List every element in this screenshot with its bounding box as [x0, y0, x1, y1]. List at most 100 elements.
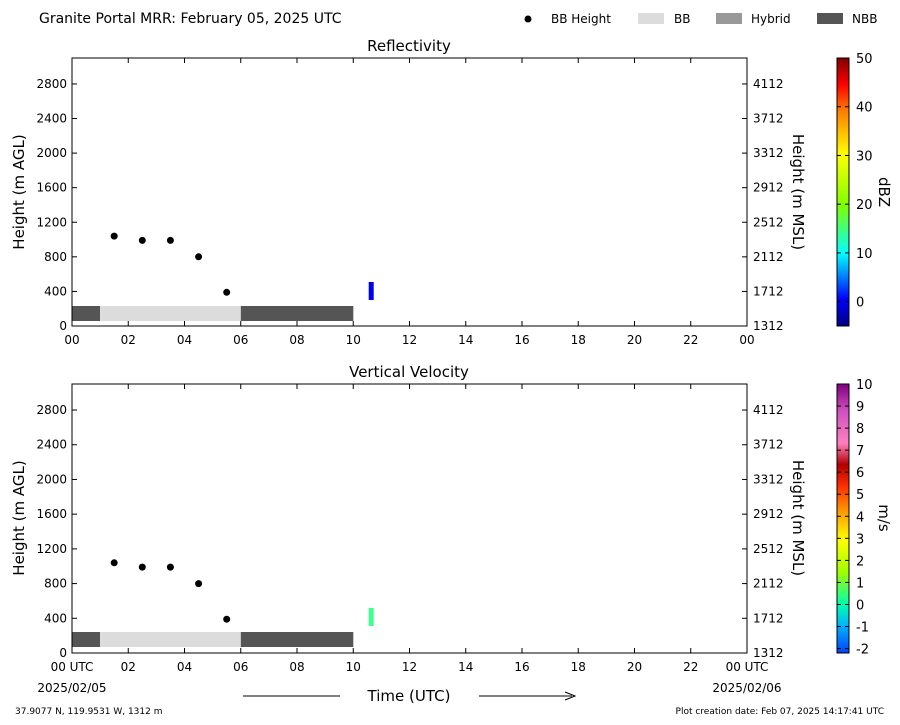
legend-label-hybrid: Hybrid: [751, 12, 791, 26]
x-tick-label-4: 08: [289, 660, 304, 674]
colorbar-tick-label-8: 2: [856, 554, 864, 569]
colorbar-tick-label-5: 5: [856, 488, 864, 503]
x-tick-label-8: 16: [514, 333, 529, 347]
vertical-velocity-bb-type-bar: [72, 632, 354, 647]
y-tick-label-5: 2000: [36, 472, 67, 486]
x-tick-label-6: 12: [402, 660, 417, 674]
y-tick-label-right-2: 2112: [753, 250, 784, 264]
bb-height-point-4: [223, 615, 231, 623]
colorbar-tick-label-10: 0: [856, 598, 864, 613]
legend-patch-bb: [638, 13, 664, 24]
reflectivity-colorbar-label: dBZ: [875, 177, 893, 207]
colorbar-tick-label-4: 6: [856, 466, 864, 481]
y-tick-label-right-3: 2512: [753, 215, 784, 229]
legend-patch-nbb: [817, 13, 843, 24]
y-tick-label-6: 2400: [36, 112, 67, 126]
bb-height-point-1: [138, 563, 146, 571]
reflectivity-ylabel: Height (m AGL): [10, 134, 28, 249]
y-tick-label-6: 2400: [36, 438, 67, 452]
y-tick-label-4: 1600: [36, 507, 67, 521]
reflectivity-colorbar-ticks: 50 40 30 20 10 0: [837, 52, 873, 311]
y-tick-label-7: 2800: [36, 403, 67, 417]
y-tick-label-7: 2800: [36, 77, 67, 91]
location-text: 37.9077 N, 119.9531 W, 1312 m: [15, 707, 163, 717]
x-tick-label-9: 18: [571, 333, 586, 347]
y-tick-label-4: 1600: [36, 181, 67, 195]
colorbar-tick-label-0: 10: [856, 378, 873, 393]
x-tick-label-12: 00: [739, 333, 754, 347]
vertical-velocity-colorbar: [836, 383, 850, 654]
x-tick-label-0: 00: [64, 333, 79, 347]
bb-height-point-1: [138, 236, 146, 244]
x-tick-label-0: 00 UTC: [51, 660, 94, 674]
creation-date-text: Plot creation date: Feb 07, 2025 14:17:4…: [676, 707, 884, 717]
x-tick-label-1: 02: [121, 660, 136, 674]
y-tick-label-right-3: 2512: [753, 542, 784, 556]
bb-height-point-3: [195, 580, 203, 588]
legend-label-bb-height: BB Height: [551, 12, 611, 26]
reflectivity-title: Reflectivity: [367, 37, 451, 55]
colorbar-tick-label-7: 3: [856, 532, 864, 547]
y-tick-label-3: 1200: [36, 542, 67, 556]
y-tick-label-right-7: 4112: [753, 403, 784, 417]
y-tick-label-2: 800: [44, 250, 67, 264]
colorbar-tick-label-3: 7: [856, 444, 864, 459]
y-tick-label-right-2: 2112: [753, 577, 784, 591]
y-tick-label-right-0: 1312: [753, 319, 784, 333]
y-tick-label-1: 400: [44, 284, 67, 298]
colorbar-tick-label-9: 1: [856, 576, 864, 591]
x-tick-label-2: 04: [177, 333, 192, 347]
vertical-velocity-plot-frame: [71, 383, 748, 654]
x-tick-label-8: 16: [514, 660, 529, 674]
y-tick-label-right-5: 3312: [753, 146, 784, 160]
x-tick-label-11: 22: [683, 660, 698, 674]
vertical-velocity-bb-height-points: [110, 559, 231, 623]
x-tick-label-3: 06: [233, 333, 248, 347]
colorbar-tick-label-4: 10: [856, 247, 873, 262]
x-tick-label-5: 10: [346, 660, 361, 674]
heatmap-cell-late: [368, 608, 374, 626]
y-tick-label-right-7: 4112: [753, 77, 784, 91]
date-start: 2025/02/05: [37, 681, 106, 695]
reflectivity-plot-frame: [71, 57, 748, 327]
reflectivity-ylabel-right: Height (m MSL): [789, 134, 807, 250]
colorbar-tick-label-11: -1: [856, 621, 869, 636]
y-tick-label-right-4: 2912: [753, 507, 784, 521]
colorbar-tick-label-3: 20: [856, 198, 873, 213]
vertical-velocity-heatmap: [368, 608, 374, 626]
x-tick-label-12: 00 UTC: [726, 660, 769, 674]
x-axis-label: Time (UTC): [367, 687, 451, 705]
y-tick-label-right-4: 2912: [753, 181, 784, 195]
legend-patch-hybrid: [716, 13, 742, 24]
bb-type-segment-1: [100, 632, 241, 647]
x-tick-label-3: 06: [233, 660, 248, 674]
y-tick-label-right-6: 3712: [753, 112, 784, 126]
x-tick-label-7: 14: [458, 660, 473, 674]
colorbar-tick-label-1: 9: [856, 400, 864, 415]
x-axis-arrow-right: [479, 691, 577, 701]
y-tick-label-1: 400: [44, 611, 67, 625]
x-tick-label-5: 10: [346, 333, 361, 347]
x-tick-label-1: 02: [121, 333, 136, 347]
bb-type-segment-0: [72, 306, 101, 321]
colorbar-tick-label-0: 50: [856, 52, 873, 67]
y-tick-label-5: 2000: [36, 146, 67, 160]
colorbar-tick-label-2: 8: [856, 422, 864, 437]
legend: BB Height BB Hybrid NBB: [524, 12, 877, 26]
x-tick-label-11: 22: [683, 333, 698, 347]
legend-dot-bb-height: [524, 15, 532, 23]
x-tick-label-4: 08: [289, 333, 304, 347]
y-tick-label-right-5: 3312: [753, 472, 784, 486]
bb-height-point-3: [195, 253, 203, 261]
bb-height-point-4: [223, 288, 231, 296]
y-tick-label-2: 800: [44, 577, 67, 591]
vertical-velocity-colorbar-label: m/s: [875, 504, 893, 532]
x-tick-label-2: 04: [177, 660, 192, 674]
colorbar-tick-label-6: 4: [856, 510, 864, 525]
x-tick-label-10: 20: [627, 333, 642, 347]
bb-type-segment-2: [240, 306, 354, 321]
x-tick-label-7: 14: [458, 333, 473, 347]
